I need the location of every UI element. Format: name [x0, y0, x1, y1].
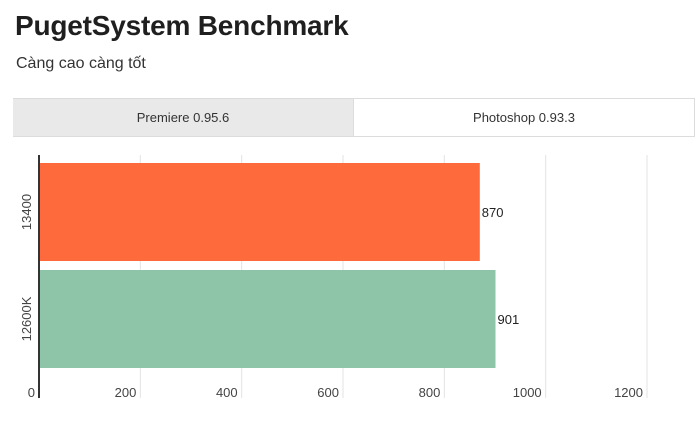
x-tick-label: 400 [216, 385, 238, 400]
tab-bar: Premiere 0.95.6 Photoshop 0.93.3 [13, 98, 695, 137]
x-tick-label: 600 [317, 385, 339, 400]
page-subtitle: Càng cao càng tốt [16, 55, 146, 72]
x-tick-label: 0 [28, 385, 35, 400]
bar-12600K [39, 270, 496, 368]
tab-photoshop[interactable]: Photoshop 0.93.3 [353, 99, 695, 136]
bar-13400 [39, 163, 480, 261]
x-tick-label: 800 [419, 385, 441, 400]
x-tick-label: 200 [115, 385, 137, 400]
category-label-12600K: 12600K [19, 296, 34, 341]
x-tick-label: 1000 [513, 385, 542, 400]
page-title: PugetSystem Benchmark [15, 10, 349, 41]
x-tick-label: 1200 [614, 385, 643, 400]
data-label-13400: 870 [482, 205, 504, 220]
data-label-12600K: 901 [498, 312, 520, 327]
tab-premiere[interactable]: Premiere 0.95.6 [13, 99, 353, 136]
category-label-13400: 13400 [19, 194, 34, 230]
